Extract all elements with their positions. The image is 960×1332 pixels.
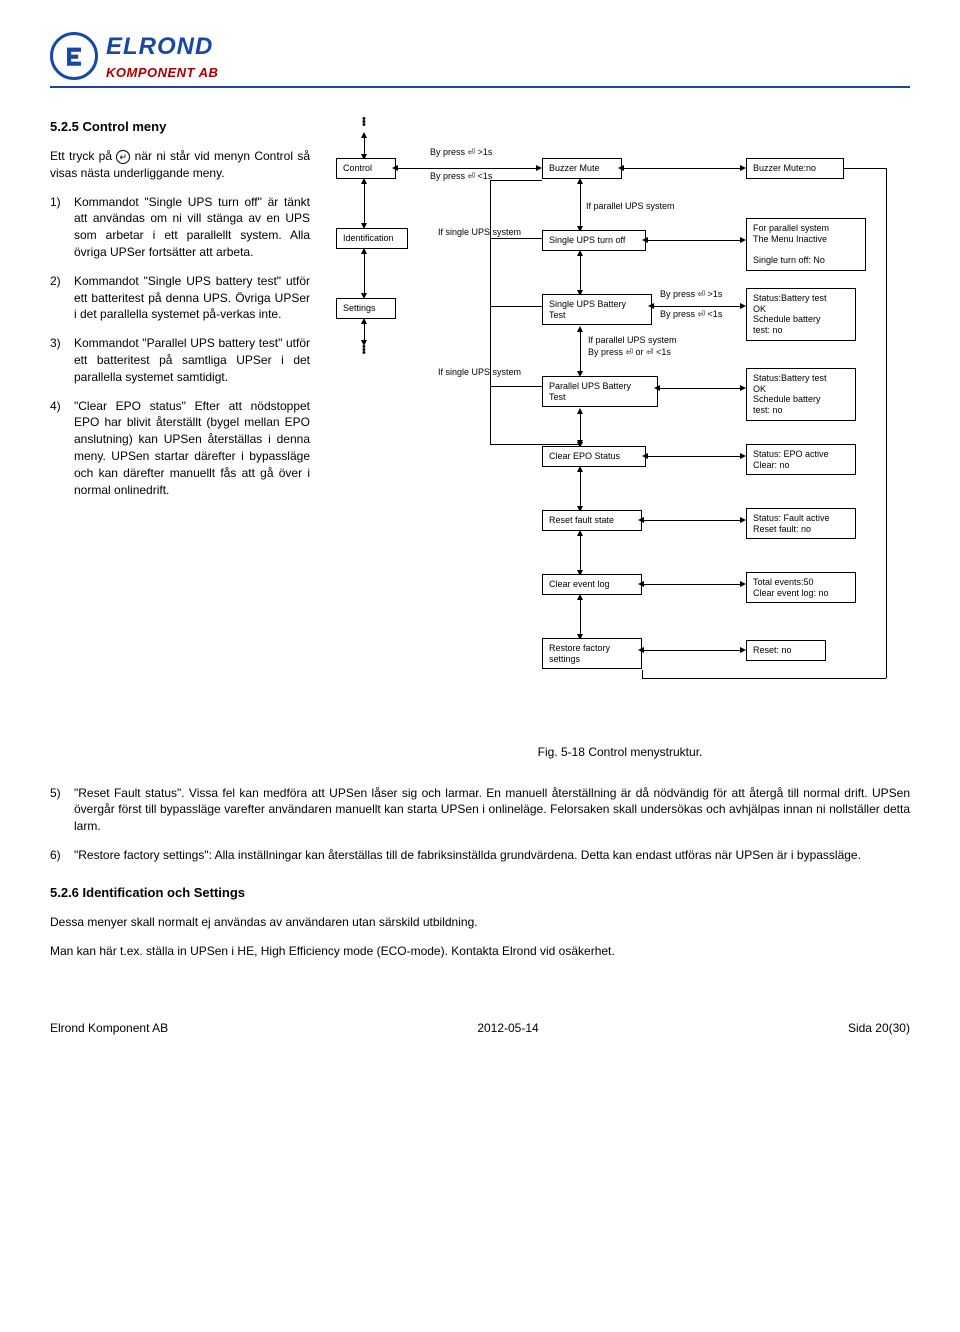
- logo-icon: [50, 32, 98, 80]
- lbl-row3-bot: By press ⏎ <1s: [660, 310, 722, 320]
- node-clear-event-right: Total events:50 Clear event log: no: [746, 572, 856, 604]
- node-identification: Identification: [336, 228, 408, 249]
- sub-para-1: Dessa menyer skall normalt ej användas a…: [50, 914, 910, 931]
- left-column: 5.2.5 Control meny Ett tryck på ↵ när ni…: [50, 118, 310, 511]
- sub-heading: 5.2.6 Identification och Settings: [50, 884, 910, 902]
- list-item-3: 3) Kommandot "Parallel UPS battery test"…: [50, 335, 310, 385]
- company-header: ELROND KOMPONENT AB: [50, 30, 910, 82]
- lbl-if-single-1: If single UPS system: [438, 228, 521, 238]
- intro-paragraph: Ett tryck på ↵ när ni står vid menyn Con…: [50, 148, 310, 182]
- node-control: Control: [336, 158, 396, 179]
- page-footer: Elrond Komponent AB 2012-05-14 Sida 20(3…: [50, 1020, 910, 1037]
- node-clear-event: Clear event log: [542, 574, 642, 595]
- list-item-1: 1) Kommandot "Single UPS turn off" är tä…: [50, 194, 310, 261]
- list-body: Kommandot "Single UPS turn off" är tänkt…: [74, 194, 310, 261]
- logo-text: ELROND KOMPONENT AB: [106, 30, 218, 82]
- list-item-5: 5) "Reset Fault status". Vissa fel kan m…: [50, 785, 910, 835]
- node-clear-epo: Clear EPO Status: [542, 446, 646, 467]
- node-settings: Settings: [336, 298, 396, 319]
- node-buzzer-mute-no: Buzzer Mute:no: [746, 158, 844, 179]
- list-body: Kommandot "Parallel UPS battery test" ut…: [74, 335, 310, 385]
- list-body: "Reset Fault status". Vissa fel kan medf…: [74, 785, 910, 835]
- lbl-row3-top: By press ⏎ >1s: [660, 290, 722, 300]
- control-menu-diagram: ••• Control Identification Settings ••• …: [330, 118, 900, 738]
- list-body: "Restore factory settings": Alla inställ…: [74, 847, 910, 864]
- list-item-4: 4) "Clear EPO status" Efter att nödstopp…: [50, 398, 310, 499]
- right-column: ••• Control Identification Settings ••• …: [330, 118, 910, 761]
- node-restore: Restore factory settings: [542, 638, 642, 670]
- figure-caption: Fig. 5-18 Control menystruktur.: [330, 744, 910, 761]
- lbl-if-parallel-2: If parallel UPS system: [588, 336, 677, 346]
- node-clear-epo-right: Status: EPO active Clear: no: [746, 444, 856, 476]
- list-body: "Clear EPO status" Efter att nödstoppet …: [74, 398, 310, 499]
- node-restore-right: Reset: no: [746, 640, 826, 661]
- footer-center: 2012-05-14: [477, 1020, 538, 1037]
- list-number: 4): [50, 398, 74, 499]
- lbl-bp-gt1s: By press ⏎ >1s: [430, 148, 492, 158]
- node-single-batt-right: Status:Battery test OK Schedule battery …: [746, 288, 856, 341]
- logo-line2: KOMPONENT AB: [106, 64, 218, 82]
- logo-line1: ELROND: [106, 30, 218, 64]
- intro-a: Ett tryck på: [50, 149, 116, 163]
- node-single-off: Single UPS turn off: [542, 230, 646, 251]
- lbl-row4-bp: By press ⏎ or ⏎ <1s: [588, 348, 671, 358]
- header-rule: [50, 86, 910, 88]
- lbl-bp-lt1s: By press ⏎ <1s: [430, 172, 492, 182]
- node-buzzer-mute: Buzzer Mute: [542, 158, 622, 179]
- lower-content: 5) "Reset Fault status". Vissa fel kan m…: [50, 785, 910, 960]
- node-single-batt: Single UPS Battery Test: [542, 294, 652, 326]
- list-number: 1): [50, 194, 74, 261]
- footer-left: Elrond Komponent AB: [50, 1020, 168, 1037]
- node-reset-fault: Reset fault state: [542, 510, 642, 531]
- list-number: 2): [50, 273, 74, 323]
- footer-right: Sida 20(30): [848, 1020, 910, 1037]
- list-item-2: 2) Kommandot "Single UPS battery test" u…: [50, 273, 310, 323]
- node-parallel-batt-right: Status:Battery test OK Schedule battery …: [746, 368, 856, 421]
- node-single-off-right: For parallel system The Menu Inactive Si…: [746, 218, 866, 271]
- lbl-if-parallel-1: If parallel UPS system: [586, 202, 675, 212]
- lbl-if-single-2: If single UPS system: [438, 368, 521, 378]
- enter-icon: ↵: [116, 150, 130, 164]
- list-item-6: 6) "Restore factory settings": Alla inst…: [50, 847, 910, 864]
- list-body: Kommandot "Single UPS battery test" utfö…: [74, 273, 310, 323]
- list-number: 3): [50, 335, 74, 385]
- list-number: 6): [50, 847, 74, 864]
- node-reset-fault-right: Status: Fault active Reset fault: no: [746, 508, 856, 540]
- list-number: 5): [50, 785, 74, 835]
- section-heading: 5.2.5 Control meny: [50, 118, 310, 136]
- sub-para-2: Man kan här t.ex. ställa in UPSen i HE, …: [50, 943, 910, 960]
- node-parallel-batt: Parallel UPS Battery Test: [542, 376, 658, 408]
